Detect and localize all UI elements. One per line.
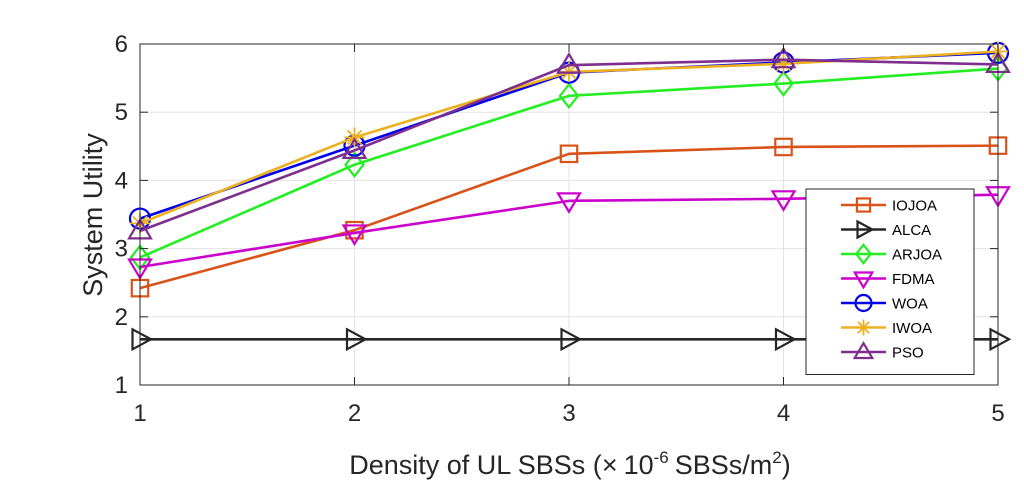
legend-marker-iwoa <box>855 319 872 336</box>
data-point-iwoa <box>773 53 794 74</box>
legend-marker-iwoa-stroke <box>855 319 872 336</box>
y-axis-ticks: 1 2 3 4 5 6 <box>115 31 998 399</box>
data-point-alca <box>774 327 797 352</box>
x-tick-label: 1 <box>133 400 146 427</box>
legend: IOJOA ALCA ARJOA FDMA WOA IWOA PSO <box>805 188 975 375</box>
x-axis-label-times: × <box>602 450 618 480</box>
legend-entry-woa: WOA <box>841 293 928 313</box>
x-axis-label-unit: SBSs/m <box>675 450 773 480</box>
legend-marker-pso <box>852 341 875 360</box>
series-line-arjoa <box>139 67 999 259</box>
data-point-fdma <box>341 224 368 247</box>
x-axis-label-prefix: Density of UL SBSs ( <box>349 450 602 480</box>
legend-label-iwoa: IWOA <box>892 320 932 337</box>
legend-entry-iojoa: IOJOA <box>841 197 937 215</box>
data-point-pso <box>556 51 582 74</box>
y-tick-label: 2 <box>115 304 128 331</box>
series-line-iojoa <box>139 144 999 290</box>
data-point-alca <box>345 327 368 352</box>
y-tick-label: 4 <box>115 167 128 194</box>
data-point-arjoa <box>558 82 580 110</box>
legend-marker-fdma <box>852 271 875 290</box>
data-point-arjoa <box>773 70 794 97</box>
data-point-alca <box>131 327 154 352</box>
data-point-alca <box>560 327 583 352</box>
data-point-arjoa <box>344 151 365 178</box>
x-axis-ticks: 1 2 3 4 5 <box>133 44 1005 427</box>
x-axis-label-suffix: ) <box>782 450 791 480</box>
x-tick-label: 3 <box>562 400 575 427</box>
data-point-iojoa <box>774 137 793 157</box>
data-point-pso <box>770 46 797 69</box>
series-line-pso <box>139 58 999 233</box>
x-axis-label-base: 10 <box>624 450 654 480</box>
x-tick-label: 2 <box>348 400 361 427</box>
legend-entry-fdma: FDMA <box>841 271 935 290</box>
legend-entry-pso: PSO <box>841 341 924 362</box>
data-point-pso <box>341 137 368 159</box>
legend-marker-woa <box>854 293 873 313</box>
legend-entry-arjoa: ARJOA <box>841 243 942 265</box>
legend-entry-alca: ALCA <box>841 219 931 240</box>
y-tick-label: 3 <box>115 236 128 263</box>
legend-box <box>805 188 975 375</box>
x-tick-label: 4 <box>777 400 790 427</box>
y-axis-label: System Utility <box>78 133 108 297</box>
x-axis-label: Density of UL SBSs (× 10-6 SBSs/m2) <box>349 448 791 480</box>
legend-marker-alca <box>856 219 875 240</box>
y-tick-label: 1 <box>115 372 128 399</box>
legend-marker-iojoa <box>855 197 872 213</box>
data-point-alca <box>989 327 1012 352</box>
legend-label-iojoa: IOJOA <box>892 198 937 215</box>
legend-label-fdma: FDMA <box>892 271 935 288</box>
data-point-fdma <box>770 190 797 212</box>
x-axis-label-unit-exponent: 2 <box>772 448 781 467</box>
x-axis-label-exponent: -6 <box>654 448 669 467</box>
legend-label-pso: PSO <box>892 345 924 362</box>
legend-label-woa: WOA <box>892 296 928 313</box>
y-tick-label: 6 <box>115 31 128 58</box>
data-point-fdma <box>556 192 582 215</box>
legend-marker-arjoa <box>854 243 873 265</box>
legend-label-arjoa: ARJOA <box>892 247 942 264</box>
data-point-iwoa-stroke <box>773 53 794 74</box>
legend-entry-iwoa: IWOA <box>841 319 932 337</box>
x-tick-label: 5 <box>991 400 1004 427</box>
data-point-iojoa <box>559 144 579 164</box>
y-tick-label: 5 <box>115 99 128 126</box>
legend-label-alca: ALCA <box>892 222 931 239</box>
